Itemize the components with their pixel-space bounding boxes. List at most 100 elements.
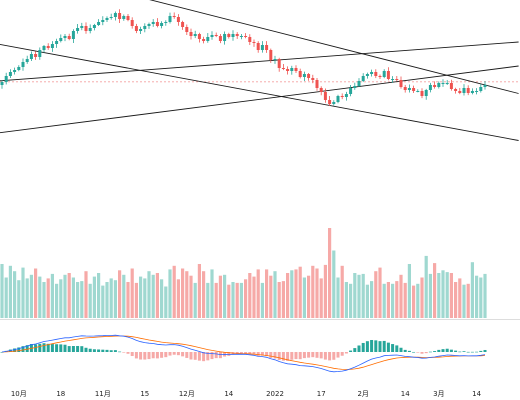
- macd-pane: [0, 334, 487, 373]
- macd-histogram-bar: [307, 352, 311, 358]
- macd-histogram-bar: [17, 347, 21, 352]
- candle-body: [256, 43, 260, 50]
- volume-bar: [252, 276, 256, 318]
- macd-histogram-bar: [344, 352, 348, 354]
- candle-body: [307, 74, 311, 78]
- candle-body: [197, 34, 201, 39]
- macd-histogram-bar: [50, 344, 54, 352]
- volume-bar: [462, 284, 466, 318]
- candle-body: [122, 16, 126, 19]
- time-axis: 10月 18 11月 15 12月 14 2022 17 2月 14 3月 14: [11, 390, 482, 398]
- macd-histogram-bar: [340, 352, 344, 356]
- volume-bar: [88, 283, 92, 318]
- volume-bar: [458, 278, 462, 318]
- macd-histogram-bar: [197, 352, 201, 361]
- volume-bar: [399, 274, 403, 318]
- volume-bar: [101, 285, 105, 318]
- volume-bar: [197, 264, 201, 318]
- volume-bar: [319, 278, 323, 318]
- candle-body: [80, 26, 84, 28]
- volume-bar: [466, 283, 470, 318]
- volume-bar: [118, 270, 122, 318]
- candle-body: [445, 83, 449, 84]
- candle-body: [227, 34, 231, 37]
- macd-histogram-bar: [441, 349, 445, 352]
- candle-body: [311, 78, 315, 80]
- volume-bar: [302, 277, 306, 318]
- macd-histogram-bar: [319, 352, 323, 359]
- volume-bar: [172, 265, 176, 318]
- candle-body: [386, 71, 390, 79]
- macd-histogram-bar: [59, 344, 63, 352]
- candle-body: [109, 17, 113, 18]
- candle-body: [340, 96, 344, 97]
- macd-histogram-bar: [134, 352, 138, 359]
- candle-body: [328, 100, 332, 104]
- candle-body: [298, 71, 302, 77]
- volume-bar: [428, 273, 432, 318]
- macd-histogram-bar: [412, 351, 416, 353]
- candle-body: [441, 83, 445, 84]
- macd-histogram-bar: [454, 350, 458, 352]
- macd-histogram-bar: [218, 352, 222, 359]
- macd-histogram-bar: [361, 342, 365, 352]
- volume-bar: [412, 285, 416, 318]
- candle-body: [349, 88, 353, 94]
- macd-histogram-bar: [227, 352, 231, 356]
- volume-bar: [105, 282, 109, 318]
- volume-bar: [374, 271, 378, 318]
- macd-histogram-bar: [34, 344, 38, 352]
- candle-body: [210, 35, 214, 37]
- candle-body: [231, 34, 235, 37]
- volume-bar: [265, 269, 269, 318]
- macd-histogram-bar: [357, 345, 361, 352]
- macd-histogram-bar: [13, 348, 17, 352]
- volume-bar: [97, 273, 101, 318]
- volume-bar: [139, 276, 143, 318]
- macd-histogram-bar: [130, 352, 134, 357]
- candle-body: [353, 86, 357, 88]
- macd-histogram-bar: [55, 344, 59, 352]
- candle-body: [412, 88, 416, 91]
- volume-bar: [50, 273, 54, 318]
- candle-body: [17, 67, 21, 70]
- candle-body: [239, 36, 243, 37]
- candle-body: [50, 44, 54, 48]
- volume-bar: [92, 276, 96, 318]
- macd-histogram-bar: [164, 352, 168, 358]
- macd-histogram-bar: [365, 341, 369, 352]
- candle-body: [155, 22, 159, 26]
- volume-bar: [307, 275, 311, 318]
- volume-bar: [0, 264, 4, 318]
- macd-histogram-bar: [269, 352, 273, 358]
- candle-body: [252, 42, 256, 43]
- candle-body: [4, 76, 8, 82]
- candle-body: [290, 68, 294, 71]
- macd-histogram-bar: [248, 352, 252, 355]
- volume-bar: [126, 282, 130, 318]
- time-axis-label: 10月: [11, 390, 27, 398]
- macd-histogram-bar: [202, 352, 206, 362]
- volume-bar: [55, 283, 59, 318]
- macd-histogram-bar: [151, 352, 155, 359]
- candle-body: [420, 91, 424, 96]
- volume-bar: [76, 282, 80, 318]
- volume-bar: [323, 264, 327, 318]
- time-axis-label: 2月: [357, 390, 368, 398]
- candle-body: [454, 89, 458, 91]
- volume-bar: [181, 268, 185, 318]
- macd-signal-line: [1, 335, 486, 370]
- candle-body: [202, 39, 206, 41]
- time-axis-label: 14: [224, 390, 233, 398]
- macd-histogram-bar: [315, 352, 319, 358]
- candle-body: [172, 16, 176, 17]
- macd-histogram-bar: [252, 352, 256, 355]
- macd-histogram-bar: [21, 346, 25, 352]
- time-axis-label: 11月: [95, 390, 111, 398]
- macd-histogram-bar: [206, 352, 210, 361]
- volume-bar: [227, 284, 231, 318]
- volume-bar: [122, 274, 126, 318]
- macd-histogram-bar: [277, 352, 281, 361]
- macd-histogram-bar: [88, 348, 92, 352]
- macd-histogram-bar: [67, 346, 71, 352]
